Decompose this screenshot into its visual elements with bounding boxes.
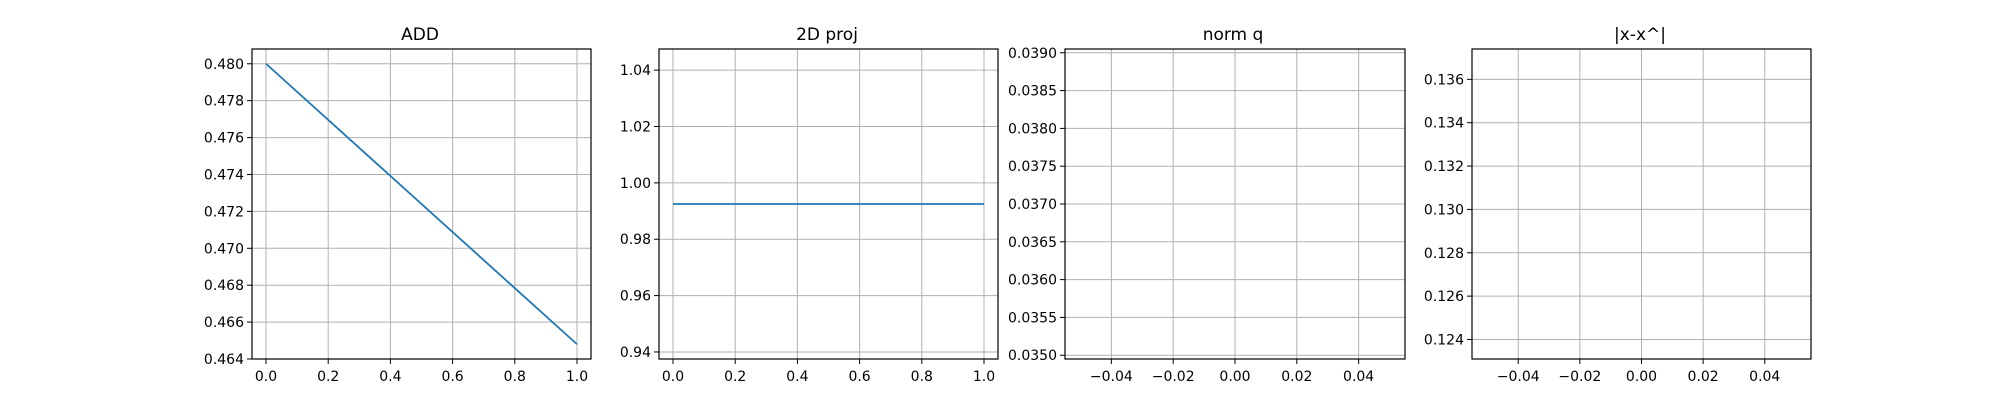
y-tick-label: 0.130 (1424, 202, 1464, 218)
panel-title: ADD (401, 25, 439, 45)
y-tick-label: 0.474 (204, 167, 244, 183)
panel-add: 0.0 0.2 0.4 0.6 0.8 1.0 0.464 0.466 0.468 0.470 0.… (204, 25, 592, 385)
y-tick-label: 0.0360 (1008, 273, 1057, 289)
y-tick-label: 0.0370 (1008, 197, 1057, 213)
x-tick-label: 0.2 (724, 369, 746, 385)
x-tick-label: 0.02 (1281, 369, 1312, 385)
y-tick-label: 0.464 (204, 352, 244, 368)
y-tick-label: 0.468 (204, 278, 244, 294)
x-tick-label: 0.6 (441, 369, 463, 385)
y-tick-label: 0.128 (1424, 246, 1464, 262)
y-tick-label: 0.480 (204, 57, 244, 73)
x-tick-label: −0.04 (1090, 369, 1133, 385)
y-tick-label: 0.124 (1424, 332, 1464, 348)
y-tick-label: 0.136 (1424, 72, 1464, 88)
y-tick-label: 0.0350 (1008, 348, 1057, 364)
y-tick-label: 0.96 (620, 289, 651, 305)
y-tick-label: 0.470 (204, 241, 244, 257)
x-tick-label: 1.0 (973, 369, 995, 385)
y-tick-label: 0.466 (204, 315, 244, 331)
x-tick-label: −0.04 (1497, 369, 1540, 385)
panel-x-error: −0.04 −0.02 0.00 0.02 0.04 0.124 0.126 0.128 0.1… (1424, 25, 1812, 385)
x-tick-label: 1.0 (566, 369, 588, 385)
x-tick-label: 0.02 (1688, 369, 1719, 385)
y-tick-label: 0.134 (1424, 116, 1464, 132)
y-tick-label: 0.0380 (1008, 121, 1057, 137)
y-tick-label: 1.00 (620, 176, 651, 192)
x-tick-label: 0.6 (848, 369, 870, 385)
series-line (265, 63, 578, 345)
y-tick-label: 0.0390 (1008, 46, 1057, 62)
axes-frame (658, 48, 999, 360)
x-tick-label: 0.4 (786, 369, 808, 385)
x-tick-label: −0.02 (1152, 369, 1195, 385)
x-tick-label: 0.04 (1749, 369, 1780, 385)
x-tick-label: 0.0 (255, 369, 277, 385)
y-tick-label: 0.0385 (1008, 84, 1057, 100)
x-tick-label: −0.02 (1558, 369, 1601, 385)
y-tick-label: 1.04 (620, 63, 651, 79)
y-tick-label: 0.476 (204, 131, 244, 147)
panel-title: 2D proj (796, 25, 858, 45)
y-tick-label: 0.0355 (1008, 310, 1057, 326)
y-tick-label: 0.472 (204, 204, 244, 220)
x-tick-label: 0.04 (1343, 369, 1374, 385)
x-tick-label: 0.2 (317, 369, 339, 385)
x-tick-label: 0.8 (911, 369, 933, 385)
x-tick-label: 0.00 (1626, 369, 1657, 385)
axes-frame (251, 48, 592, 360)
panel-title: |x-x^| (1614, 25, 1666, 45)
panel-norm-q: −0.04 −0.02 0.00 0.02 0.04 0.0350 0.0355 0.0360… (1008, 25, 1406, 385)
x-tick-label: 0.4 (379, 369, 401, 385)
y-tick-label: 0.478 (204, 94, 244, 110)
y-tick-label: 0.0365 (1008, 235, 1057, 251)
panel-2d-proj: 0.0 0.2 0.4 0.6 0.8 1.0 0.94 0.96 0.98 1.00 1.02 1.… (620, 25, 999, 385)
y-tick-label: 0.94 (620, 345, 651, 361)
panel-title: norm q (1203, 25, 1264, 45)
x-tick-label: 0.8 (504, 369, 526, 385)
x-tick-label: 0.0 (662, 369, 684, 385)
y-tick-label: 0.126 (1424, 289, 1464, 305)
y-tick-label: 0.132 (1424, 159, 1464, 175)
y-tick-label: 1.02 (620, 120, 651, 136)
y-tick-label: 0.0375 (1008, 159, 1057, 175)
y-tick-label: 0.98 (620, 232, 651, 248)
x-tick-label: 0.00 (1219, 369, 1250, 385)
